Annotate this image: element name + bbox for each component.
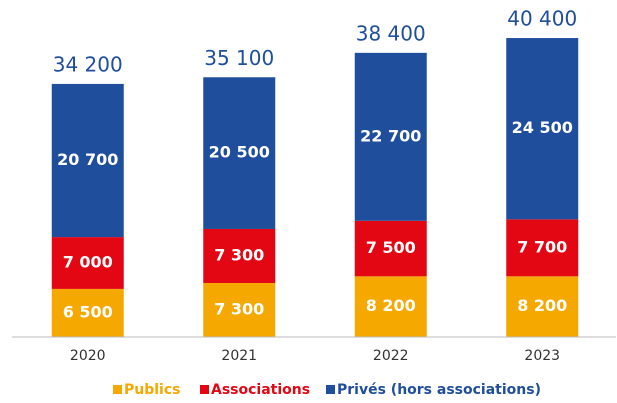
x-tick-label: 2021 [221,348,257,364]
value-label: 24 500 [512,118,573,137]
bar-segment [203,282,276,337]
x-tick-label: 2023 [524,348,560,364]
bar-segment [506,38,579,220]
bar-segment [51,288,124,337]
value-label: 7 500 [366,238,416,257]
legend-swatch [326,385,335,394]
bar-segment [506,219,579,277]
bar-segment [354,220,427,277]
bar-segment [51,237,124,289]
legend-label: Privés (hors associations) [337,382,541,398]
value-label: 7 000 [63,253,113,272]
legend-swatch [200,385,209,394]
value-label: 6 500 [63,302,113,321]
legend-label: Publics [124,382,180,398]
legend-swatch [113,385,122,394]
value-label: 22 700 [360,126,421,145]
total-label: 40 400 [507,7,577,31]
bar-segment [51,83,124,238]
value-label: 20 700 [57,150,118,169]
x-tick-label: 2022 [373,348,409,364]
value-label: 8 200 [366,296,416,315]
bar-segment [506,276,579,337]
bar-segment [203,77,276,229]
bar-segment [354,52,427,221]
total-label: 38 400 [356,21,426,45]
total-label: 35 100 [204,46,274,70]
value-label: 7 700 [517,237,567,256]
value-label: 7 300 [214,299,264,318]
total-label: 34 200 [53,52,123,76]
value-label: 20 500 [209,143,270,162]
value-label: 7 300 [214,245,264,264]
bar-segment [203,228,276,283]
legend-label: Associations [211,382,310,398]
x-tick-label: 2020 [70,348,106,364]
bar-segment [354,276,427,337]
value-label: 8 200 [517,296,567,315]
